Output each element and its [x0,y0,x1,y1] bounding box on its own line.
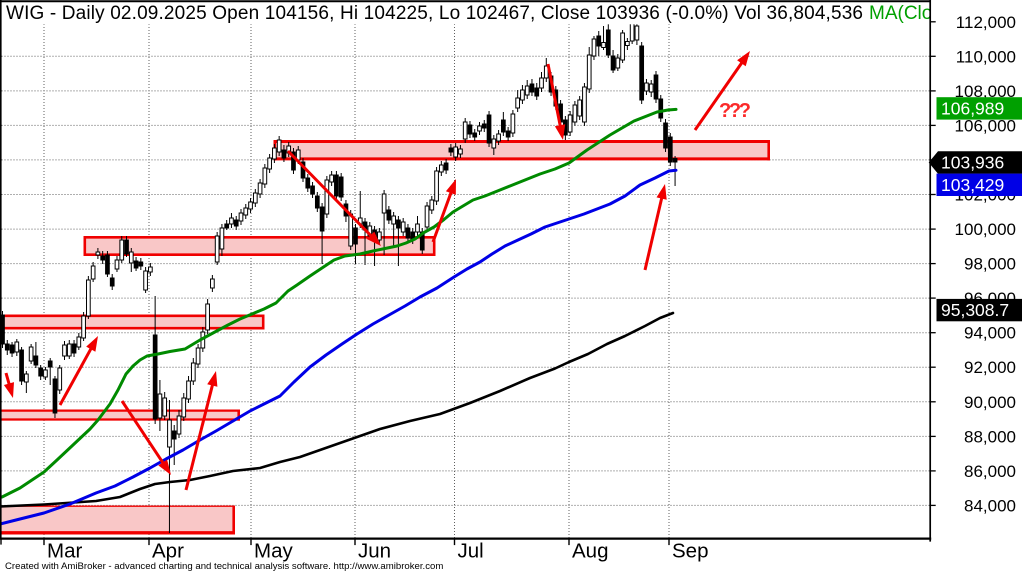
svg-text:Sep: Sep [672,540,708,563]
svg-text:92,000: 92,000 [964,358,1016,377]
svg-text:112,000: 112,000 [956,13,1016,32]
svg-text:100,000: 100,000 [955,220,1016,239]
svg-text:98,000: 98,000 [964,255,1016,274]
svg-text:94,000: 94,000 [964,324,1016,343]
svg-text:86,000: 86,000 [964,462,1016,481]
svg-text:110,000: 110,000 [956,47,1016,66]
svg-text:Mar: Mar [47,540,82,563]
svg-text:90,000: 90,000 [964,393,1016,412]
svg-text:Jun: Jun [358,540,391,563]
svg-text:106,989: 106,989 [941,98,1004,118]
svg-text:MA(Clo: MA(Clo [869,3,932,24]
svg-text:103,429: 103,429 [941,175,1004,195]
svg-text:103,936: 103,936 [941,153,1004,173]
svg-text:Apr: Apr [152,540,184,563]
svg-text:Created with AmiBroker - advan: Created with AmiBroker - advanced charti… [5,561,443,572]
svg-text:???: ??? [719,100,751,122]
svg-text:84,000: 84,000 [964,496,1016,515]
svg-text:95,308.7: 95,308.7 [941,300,1009,320]
svg-text:Aug: Aug [572,540,608,563]
svg-text:May: May [254,540,293,563]
svg-text:88,000: 88,000 [964,427,1016,446]
svg-text:WIG - Daily 02.09.2025 Open 10: WIG - Daily 02.09.2025 Open 104156, Hi 1… [6,3,863,24]
svg-text:Jul: Jul [458,540,484,563]
